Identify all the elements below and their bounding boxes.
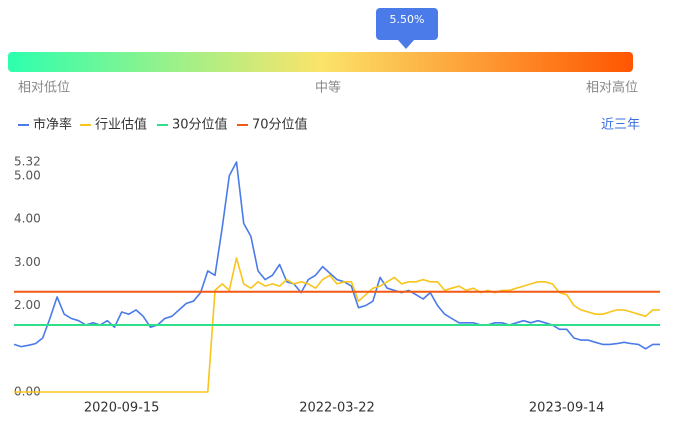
gauge-bar xyxy=(8,52,633,72)
series-line xyxy=(13,161,660,350)
x-tick-label: 2022-03-22 xyxy=(299,401,375,416)
y-tick-label: 2.00 xyxy=(14,298,41,312)
y-tick-label: 3.00 xyxy=(14,255,41,269)
legend-label: 市净率 xyxy=(33,117,72,133)
range-button[interactable]: 近三年 xyxy=(601,118,640,133)
y-tick-label: 5.32 xyxy=(14,155,41,169)
tooltip-text: 5.50% xyxy=(390,13,425,26)
legend-label: 行业估值 xyxy=(95,117,147,133)
gauge-label: 相对低位 xyxy=(18,81,70,96)
y-tick-label: 5.00 xyxy=(14,168,41,182)
tooltip-pointer xyxy=(398,40,414,49)
x-tick-label: 2020-09-15 xyxy=(84,401,160,416)
x-tick-label: 2023-09-14 xyxy=(529,401,605,416)
y-tick-label: 4.00 xyxy=(14,212,41,226)
tooltip-box xyxy=(376,8,438,40)
legend-label: 30分位值 xyxy=(172,117,228,133)
gauge-tooltip: 5.50% xyxy=(376,8,438,49)
gauge-label: 中等 xyxy=(315,80,341,96)
legend-label: 70分位值 xyxy=(252,117,308,133)
series-line xyxy=(14,257,660,393)
gauge-label: 相对高位 xyxy=(586,80,638,96)
